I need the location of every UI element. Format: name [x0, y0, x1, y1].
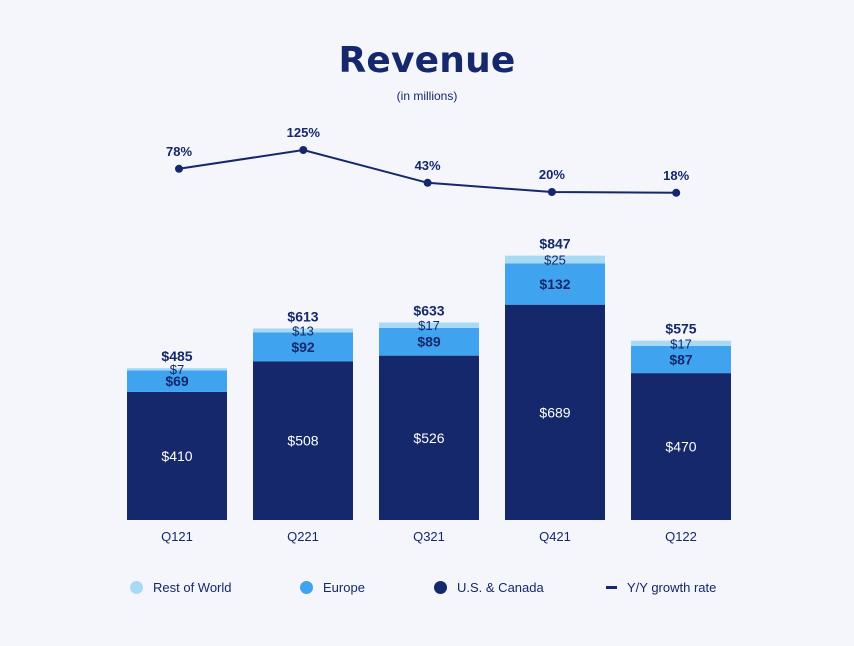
legend-item-growth-rate: Y/Y growth rate — [606, 580, 716, 595]
data-label-total: $613 — [287, 308, 318, 324]
data-label-rest-of-world: $13 — [292, 323, 314, 338]
data-label-total: $485 — [161, 348, 192, 364]
bar-segment-rest-of-world — [505, 255, 605, 264]
bar-segment-rest-of-world — [379, 322, 479, 328]
x-tick-label: Q321 — [413, 529, 445, 544]
legend-label: Y/Y growth rate — [627, 580, 717, 595]
data-label-rest-of-world: $7 — [170, 362, 184, 377]
legend-swatch-europe — [300, 581, 313, 594]
bar-segment-europe — [253, 332, 353, 362]
legend: Rest of World Europe U.S. & Canada Y/Y g… — [0, 580, 854, 600]
data-label-rest-of-world: $17 — [418, 318, 440, 333]
chart-title: Revenue — [338, 40, 516, 81]
legend-swatch-us-canada — [434, 581, 447, 594]
growth-label: 20% — [539, 167, 565, 182]
bar-segment-rest-of-world — [127, 368, 227, 371]
legend-label: Europe — [323, 580, 365, 595]
growth-label: 43% — [415, 158, 441, 173]
data-label-us-canada: $689 — [539, 404, 570, 420]
data-label-us-canada: $508 — [287, 433, 318, 449]
legend-item-europe: Europe — [300, 580, 365, 595]
bar-segment-u-s-canada — [127, 391, 227, 520]
growth-point — [175, 164, 183, 173]
data-label-us-canada: $410 — [161, 448, 192, 464]
growth-label: 78% — [166, 144, 192, 159]
data-label-total: $847 — [539, 236, 570, 252]
legend-item-us-canada: U.S. & Canada — [434, 580, 544, 595]
x-tick-label: Q121 — [161, 529, 193, 544]
data-label-us-canada: $526 — [413, 430, 444, 446]
growth-point — [299, 146, 308, 154]
bar-segment-u-s-canada — [379, 355, 479, 520]
x-tick-label: Q421 — [539, 529, 571, 544]
bar-segment-rest-of-world — [631, 340, 731, 346]
legend-label: Rest of World — [153, 580, 232, 595]
data-label-total: $575 — [665, 321, 696, 337]
data-label-total: $633 — [413, 303, 444, 319]
chart-subtitle: (in millions) — [396, 89, 458, 103]
legend-item-rest-of-world: Rest of World — [130, 580, 232, 595]
x-tick-label: Q221 — [287, 529, 319, 544]
bar-segment-u-s-canada — [631, 373, 731, 520]
data-label-europe: $87 — [669, 352, 693, 368]
data-label-europe: $132 — [539, 276, 570, 292]
data-label-europe: $69 — [165, 373, 189, 389]
data-label-europe: $92 — [291, 339, 315, 355]
growth-point — [672, 188, 681, 197]
growth-label: 18% — [663, 168, 689, 183]
data-label-rest-of-world: $25 — [544, 253, 566, 268]
bar-segment-europe — [379, 327, 479, 356]
legend-swatch-growth-rate — [606, 586, 617, 589]
growth-point — [547, 188, 556, 196]
growth-label: 125% — [287, 125, 321, 140]
legend-label: U.S. & Canada — [457, 580, 544, 595]
bar-segment-europe — [127, 370, 227, 392]
bar-segment-europe — [631, 345, 731, 374]
bar-segment-u-s-canada — [505, 304, 605, 520]
bar-segment-europe — [505, 263, 605, 305]
bar-segment-rest-of-world — [253, 328, 353, 333]
growth-point — [423, 178, 432, 187]
bar-segment-u-s-canada — [253, 361, 353, 520]
data-label-europe: $89 — [417, 334, 441, 350]
data-label-rest-of-world: $17 — [670, 336, 692, 351]
data-label-us-canada: $470 — [665, 439, 696, 455]
legend-swatch-rest-of-world — [130, 581, 143, 594]
x-tick-label: Q122 — [665, 529, 697, 544]
